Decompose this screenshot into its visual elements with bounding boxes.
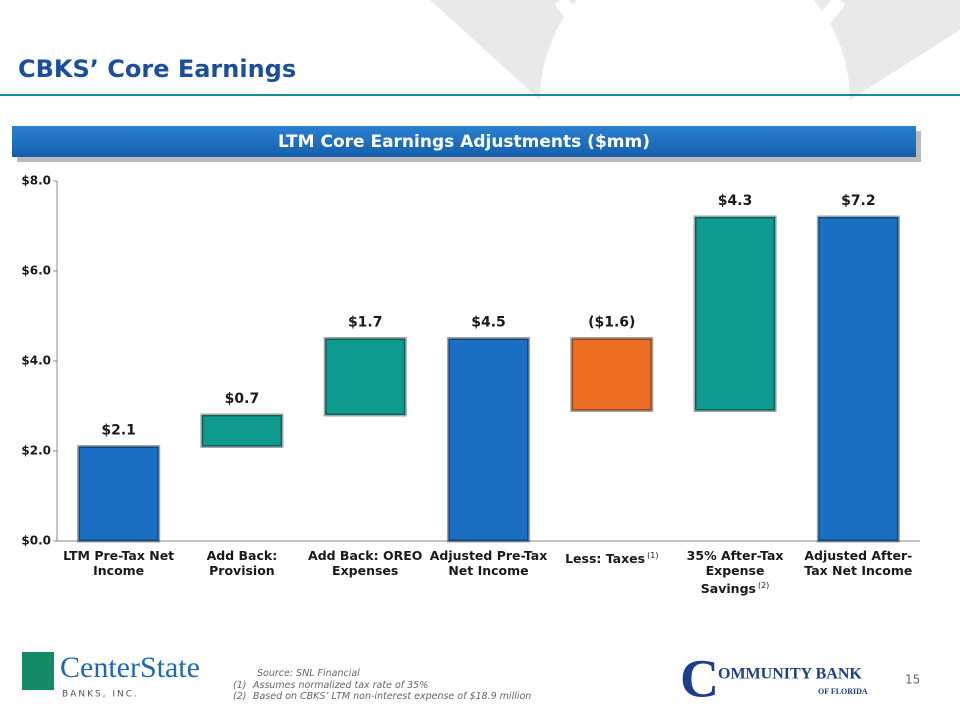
category: Less: Taxes	[565, 551, 646, 567]
footnote-marker: (1)	[233, 679, 247, 691]
category: Adjusted Pre-Tax Net Income	[429, 548, 548, 578]
footnotes: Source: SNL Financial (1) Assumes normali…	[233, 668, 531, 703]
y-tick-label: $6.0	[21, 264, 51, 278]
category: Add Back: OREO Expenses	[308, 548, 423, 578]
bar	[693, 215, 777, 412]
value-label: $4.5	[471, 315, 506, 331]
footnote: (2) Based on CBKS’ LTM non-interest expen…	[233, 691, 531, 703]
value-label: $2.1	[101, 423, 136, 439]
category: Adjusted After-Tax Net Income	[804, 548, 913, 578]
decoration	[430, 0, 960, 105]
footnote-marker: (2)	[233, 691, 247, 702]
left-logo-icon	[22, 652, 54, 690]
x-tick-label: 35% After-Tax Expense Savings (2)	[673, 548, 797, 596]
value-label: ($1.6)	[588, 315, 635, 331]
category-note: (2)	[757, 581, 770, 590]
value-label: $1.7	[348, 315, 383, 331]
footnote-text: Assumes normalized tax rate of 35%	[253, 679, 429, 691]
bar	[77, 445, 161, 543]
value-label: $7.2	[841, 193, 876, 209]
slide-title: CBKS’ Core Earnings	[18, 55, 296, 83]
category: 35% After-Tax Expense Savings	[686, 548, 784, 597]
footnote-text: Based on CBKS’ LTM non-interest expense …	[253, 691, 532, 702]
category: LTM Pre-Tax Net Income	[63, 548, 175, 578]
right-logo: OMMUNITY BANK	[718, 666, 862, 683]
x-tick-label: Add Back: OREO Expenses	[303, 548, 427, 578]
x-tick-label: Adjusted After-Tax Net Income	[796, 548, 920, 578]
left-logo-sub: BANKS, INC.	[62, 690, 139, 700]
right-logo-initial: C	[680, 648, 719, 708]
left-logo: CenterState	[60, 651, 200, 684]
bar	[570, 337, 654, 412]
right-logo-sub: OF FLORIDA	[818, 687, 868, 696]
x-tick-label: LTM Pre-Tax Net Income	[57, 548, 181, 578]
bar	[816, 215, 900, 543]
x-tick-label: Adjusted Pre-Tax Net Income	[427, 548, 551, 578]
bar	[200, 413, 284, 448]
y-tick-label: $2.0	[21, 444, 51, 458]
footnote: (1) Assumes normalized tax rate of 35%	[233, 680, 531, 692]
chart-title: LTM Core Earnings Adjustments ($mm)	[278, 132, 650, 152]
value-label: $0.7	[225, 391, 260, 407]
category: Add Back: Provision	[206, 548, 278, 578]
y-tick-label: $0.0	[21, 534, 51, 548]
y-tick-label: $8.0	[21, 174, 51, 188]
bar	[323, 337, 407, 417]
chart-banner	[12, 126, 916, 157]
source: Source: SNL Financial	[257, 668, 360, 679]
x-tick-label: Add Back: Provision	[180, 548, 304, 578]
x-tick-label: Less: Taxes (1)	[550, 548, 674, 566]
page-number: 15	[905, 673, 920, 687]
category-note: (1)	[647, 551, 659, 560]
bar	[446, 337, 531, 543]
y-tick-label: $4.0	[21, 354, 51, 368]
value-label: $4.3	[718, 193, 753, 209]
